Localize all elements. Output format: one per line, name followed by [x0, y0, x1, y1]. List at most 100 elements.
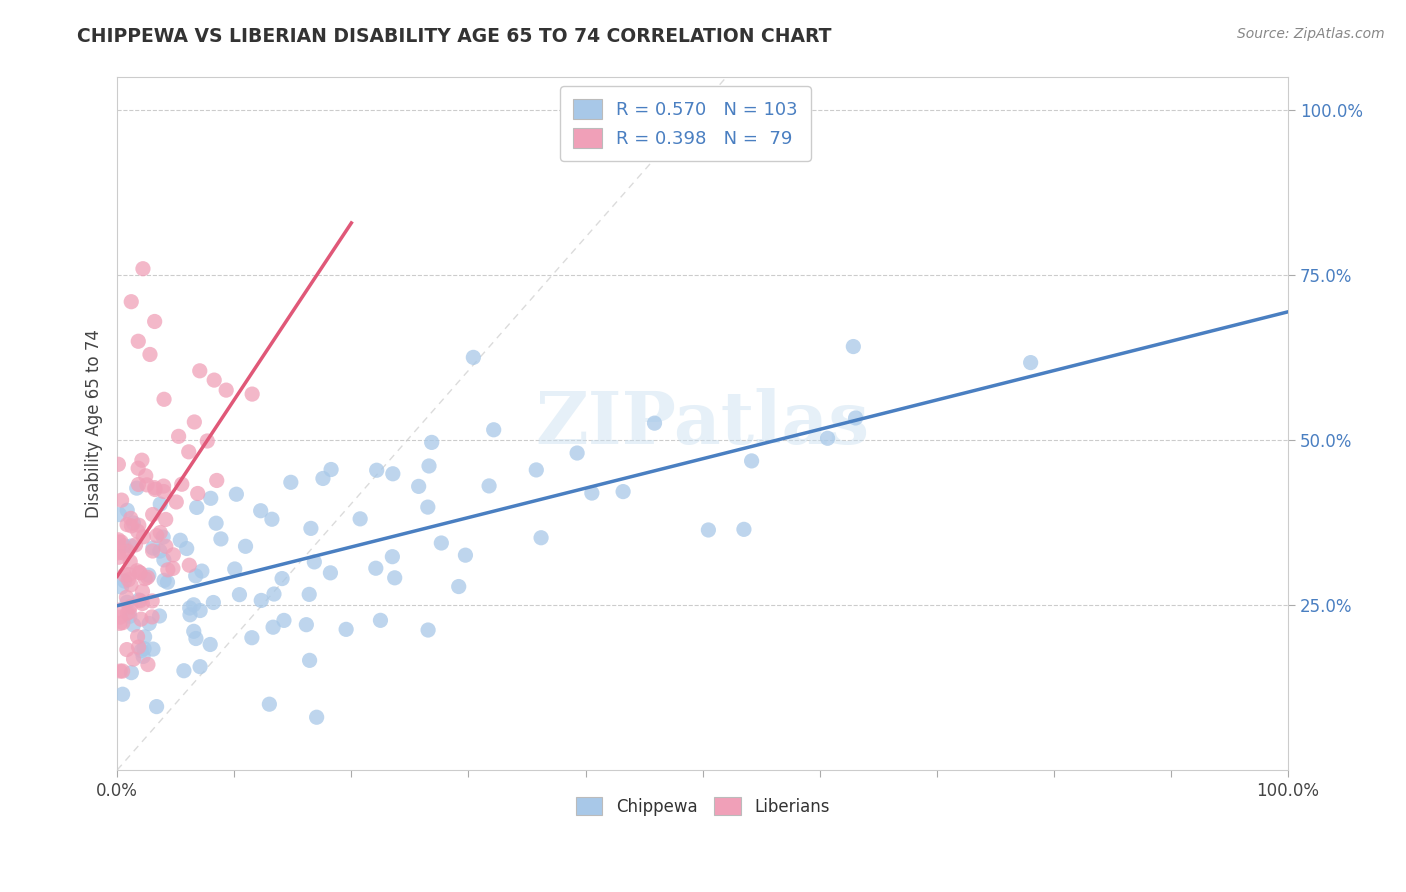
- Point: [697, 523, 720, 537]
- Text: CHIPPEWA VS LIBERIAN DISABILITY AGE 65 TO 74 CORRELATION CHART: CHIPPEWA VS LIBERIAN DISABILITY AGE 65 T…: [77, 27, 832, 45]
- Point: [179, 558, 201, 573]
- Point: [176, 541, 198, 556]
- Point: [273, 614, 295, 628]
- Point: [183, 624, 205, 639]
- Point: [142, 508, 165, 522]
- Point: [420, 435, 443, 450]
- Point: [581, 486, 603, 500]
- Point: [408, 479, 430, 493]
- Point: [145, 699, 167, 714]
- Point: [136, 570, 159, 584]
- Point: [129, 643, 152, 657]
- Point: [170, 477, 193, 491]
- Point: [191, 564, 214, 578]
- Text: Source: ZipAtlas.com: Source: ZipAtlas.com: [1237, 27, 1385, 41]
- Point: [131, 584, 153, 599]
- Point: [530, 531, 553, 545]
- Point: [120, 555, 142, 569]
- Point: [188, 659, 211, 673]
- Point: [125, 481, 148, 495]
- Point: [134, 630, 156, 644]
- Point: [240, 631, 263, 645]
- Point: [162, 548, 184, 562]
- Point: [112, 539, 135, 553]
- Point: [235, 539, 257, 553]
- Point: [149, 544, 172, 558]
- Point: [124, 538, 146, 552]
- Point: [184, 569, 207, 583]
- Point: [127, 334, 149, 349]
- Point: [142, 544, 165, 558]
- Point: [115, 595, 138, 609]
- Point: [139, 347, 162, 361]
- Point: [120, 511, 142, 525]
- Point: [418, 458, 440, 473]
- Point: [115, 503, 138, 517]
- Point: [263, 587, 285, 601]
- Point: [262, 620, 284, 634]
- Point: [111, 664, 134, 678]
- Point: [134, 572, 156, 586]
- Point: [110, 580, 132, 594]
- Point: [165, 495, 187, 509]
- Point: [122, 618, 145, 632]
- Point: [249, 504, 271, 518]
- Legend: Chippewa, Liberians: Chippewa, Liberians: [568, 789, 838, 824]
- Point: [299, 521, 322, 535]
- Point: [135, 478, 157, 492]
- Point: [183, 415, 205, 429]
- Point: [280, 475, 302, 490]
- Point: [155, 512, 177, 526]
- Point: [612, 484, 634, 499]
- Point: [187, 486, 209, 500]
- Point: [138, 616, 160, 631]
- Point: [167, 429, 190, 443]
- Point: [741, 454, 763, 468]
- Point: [156, 563, 179, 577]
- Point: [118, 609, 141, 624]
- Point: [138, 568, 160, 582]
- Point: [122, 516, 145, 530]
- Point: [108, 664, 131, 678]
- Point: [115, 517, 138, 532]
- Point: [271, 572, 294, 586]
- Point: [132, 261, 155, 276]
- Point: [478, 479, 501, 493]
- Point: [143, 481, 166, 495]
- Point: [319, 462, 342, 476]
- Point: [112, 546, 135, 560]
- Point: [120, 665, 142, 680]
- Point: [107, 546, 129, 560]
- Point: [312, 471, 335, 485]
- Point: [127, 630, 149, 644]
- Point: [416, 623, 439, 637]
- Point: [228, 588, 250, 602]
- Point: [107, 458, 129, 472]
- Point: [195, 434, 218, 448]
- Point: [145, 529, 167, 543]
- Point: [188, 603, 211, 617]
- Y-axis label: Disability Age 65 to 74: Disability Age 65 to 74: [86, 329, 103, 518]
- Point: [117, 567, 139, 582]
- Point: [565, 446, 588, 460]
- Point: [416, 500, 439, 515]
- Point: [179, 607, 201, 622]
- Point: [260, 512, 283, 526]
- Point: [141, 610, 163, 624]
- Point: [142, 642, 165, 657]
- Point: [240, 387, 263, 401]
- Point: [335, 623, 357, 637]
- Point: [128, 518, 150, 533]
- Point: [205, 474, 228, 488]
- Point: [131, 453, 153, 467]
- Point: [143, 483, 166, 497]
- Point: [179, 601, 201, 615]
- Point: [162, 561, 184, 575]
- Point: [298, 653, 321, 667]
- Point: [205, 516, 228, 531]
- Point: [112, 568, 135, 582]
- Point: [224, 562, 246, 576]
- Point: [120, 599, 142, 614]
- Point: [186, 500, 208, 515]
- Point: [135, 468, 157, 483]
